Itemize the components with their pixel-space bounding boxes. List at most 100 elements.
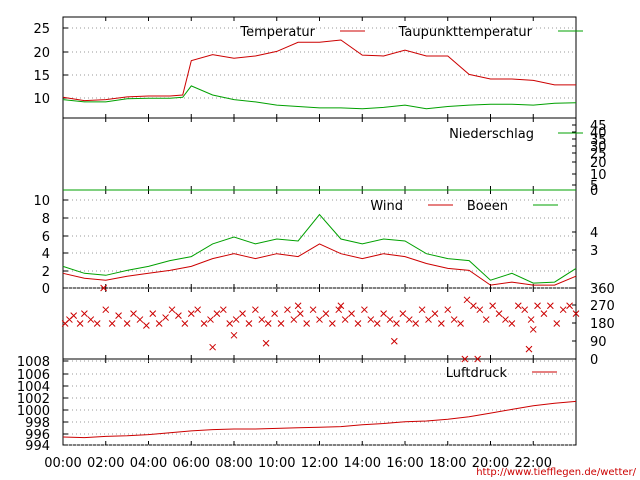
scatter-point — [219, 306, 227, 314]
y-tick-label: 20 — [33, 46, 50, 61]
scatter-point — [489, 302, 496, 310]
scatter-point — [521, 306, 529, 314]
panel-frame — [62, 287, 577, 360]
y-right-tick-label: 40 — [590, 126, 607, 141]
x-tick-label: 08:00 — [215, 456, 252, 471]
scatter-point — [553, 320, 561, 327]
scatter-point — [100, 284, 107, 292]
y-tick-label: 25 — [33, 22, 50, 37]
scatter-point — [525, 345, 533, 353]
x-tick-label: 20:00 — [472, 456, 509, 471]
legend-label: Boeen — [467, 199, 508, 214]
y-right-tick-label: 90 — [590, 335, 607, 350]
scatter-point — [502, 316, 509, 323]
scatter-point — [70, 312, 78, 319]
scatter-point — [474, 355, 482, 363]
y-right-tick-label: 360 — [590, 282, 615, 297]
scatter-point — [155, 320, 163, 327]
x-tick-label: 14:00 — [344, 456, 381, 471]
scatter-point — [168, 306, 176, 314]
series-line — [62, 39, 576, 102]
scatter-point — [450, 316, 458, 323]
scatter-point — [194, 306, 202, 314]
scatter-point — [476, 306, 484, 314]
y-tick-label: 1002 — [17, 392, 50, 407]
scatter-point — [162, 314, 169, 321]
scatter-point — [566, 302, 573, 310]
y-tick-label: 1008 — [17, 355, 50, 370]
legend-label: Temperatur — [239, 25, 315, 40]
scatter-point — [514, 302, 522, 310]
y-right-tick-label: 30 — [590, 140, 607, 155]
scatter-point — [348, 310, 355, 317]
y-right-tick-label: 25 — [590, 147, 607, 162]
x-tick-label: 00:00 — [44, 456, 81, 471]
scatter-point — [277, 320, 285, 327]
y-tick-label: 0 — [42, 282, 50, 297]
scatter-point — [354, 320, 362, 327]
y-right-tick-label: 180 — [590, 317, 615, 332]
y-tick-label: 15 — [33, 69, 50, 84]
scatter-point — [230, 331, 238, 339]
scatter-point — [187, 310, 195, 317]
y-right-tick-label: 10 — [590, 168, 607, 183]
scatter-point — [213, 310, 221, 317]
scatter-point — [226, 320, 234, 327]
scatter-point — [245, 320, 253, 327]
scatter-point — [284, 306, 291, 314]
series-line — [62, 243, 577, 286]
y-tick-label: 1004 — [17, 380, 50, 395]
scatter-point — [130, 310, 137, 317]
scatter-point — [294, 302, 302, 310]
scatter-point — [373, 320, 381, 327]
scatter-point — [87, 316, 95, 323]
scatter-point — [546, 302, 554, 310]
scatter-point — [444, 306, 452, 314]
scatter-point — [386, 316, 394, 323]
scatter-point — [495, 310, 503, 317]
y-right-tick-label: 45 — [590, 119, 607, 134]
scatter-point — [271, 310, 278, 317]
y-right-tick-label: 270 — [590, 299, 615, 314]
x-tick-label: 10:00 — [258, 456, 295, 471]
y-tick-label: 994 — [25, 439, 50, 454]
x-tick-label: 18:00 — [429, 456, 466, 471]
scatter-point — [264, 320, 272, 327]
scatter-point — [425, 316, 432, 323]
series-line — [62, 85, 577, 110]
scatter-point — [341, 316, 349, 323]
scatter-point — [437, 320, 445, 327]
scatter-point — [380, 310, 387, 317]
scatter-point — [337, 302, 345, 310]
scatter-point — [143, 322, 150, 329]
y-right-tick-label: 20 — [590, 156, 607, 171]
scatter-point — [181, 320, 189, 327]
scatter-point — [123, 320, 131, 327]
y-tick-label: 2 — [42, 265, 50, 280]
y-tick-label: 1000 — [17, 404, 50, 419]
scatter-point — [461, 355, 469, 363]
scatter-point — [81, 310, 88, 317]
y-tick-label: 998 — [25, 416, 50, 431]
scatter-point — [207, 316, 214, 323]
scatter-point — [322, 310, 330, 317]
scatter-point — [149, 310, 157, 317]
legend-label: Luftdruck — [446, 366, 508, 381]
scatter-point — [108, 320, 116, 327]
y-right-tick-label: 5 — [590, 179, 598, 194]
scatter-point — [200, 320, 208, 327]
series-line — [62, 400, 577, 439]
y-right-tick-label: 4 — [590, 226, 598, 241]
y-right-tick-label: 0 — [590, 353, 598, 368]
x-tick-label: 06:00 — [173, 456, 210, 471]
scatter-point — [239, 310, 246, 317]
scatter-point — [262, 339, 270, 347]
scatter-point — [463, 296, 471, 304]
scatter-point — [316, 316, 323, 323]
scatter-point — [559, 306, 567, 314]
legend-label: Wind — [370, 199, 403, 214]
scatter-point — [175, 312, 182, 319]
y-tick-label: 996 — [25, 428, 50, 443]
scatter-point — [418, 306, 426, 314]
